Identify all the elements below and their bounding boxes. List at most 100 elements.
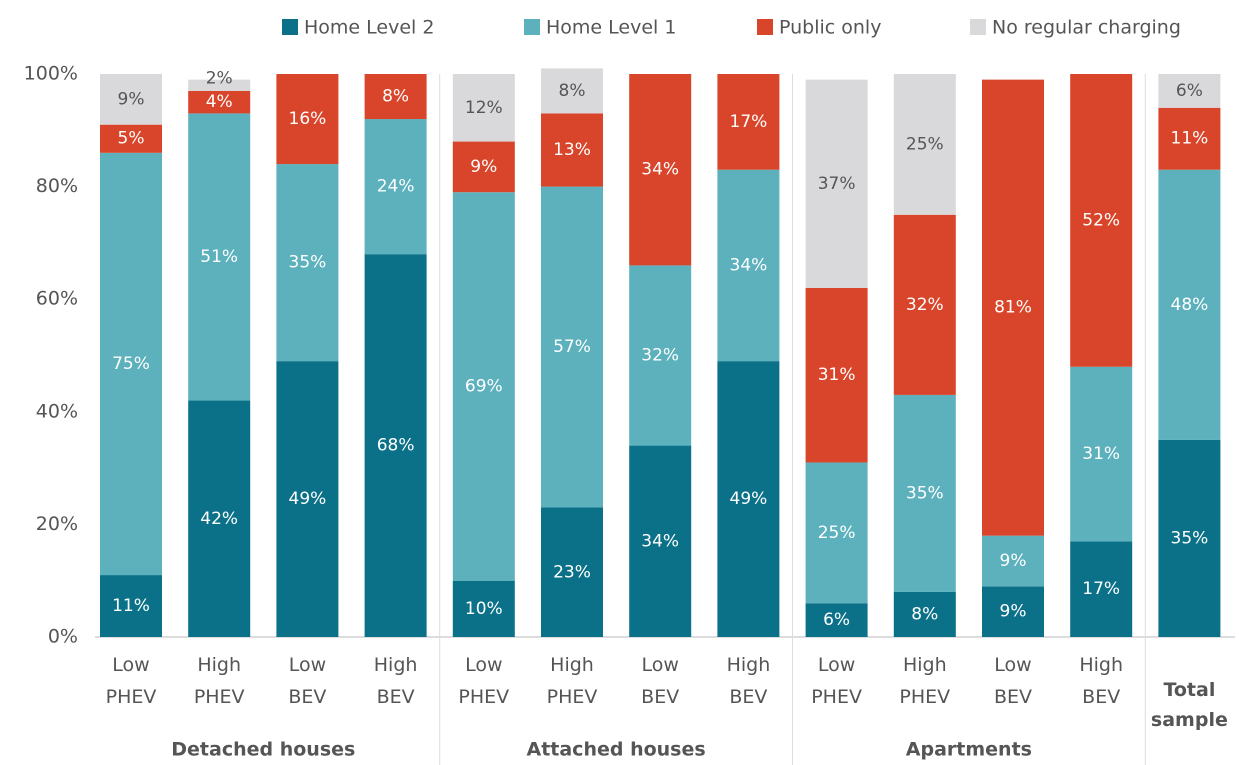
data-label: 9% bbox=[118, 89, 145, 109]
bar-segment bbox=[188, 113, 251, 401]
legend-swatch bbox=[757, 19, 773, 35]
bar-segment bbox=[1070, 366, 1133, 542]
legend-label: Public only bbox=[779, 17, 881, 39]
bar-segment bbox=[541, 186, 603, 508]
bar-segment bbox=[188, 90, 251, 114]
data-label: 52% bbox=[1082, 210, 1120, 230]
data-label: 11% bbox=[1171, 129, 1209, 149]
data-label: 42% bbox=[200, 509, 238, 529]
data-label: 48% bbox=[1171, 295, 1209, 315]
data-label: 49% bbox=[730, 489, 768, 509]
y-tick-label: 0% bbox=[48, 626, 78, 648]
bar-segment bbox=[717, 361, 780, 637]
legend-swatch bbox=[524, 19, 540, 35]
bar-segment bbox=[452, 192, 515, 581]
y-tick-label: 20% bbox=[36, 513, 78, 535]
data-label: 68% bbox=[377, 436, 415, 456]
bar-segment bbox=[452, 141, 515, 193]
data-label: 17% bbox=[730, 112, 768, 132]
bar-segment bbox=[100, 575, 162, 637]
group-label: Apartments bbox=[906, 739, 1032, 761]
bar-segment bbox=[364, 254, 427, 637]
group-label: Detached houses bbox=[171, 739, 355, 761]
x-tick-label: High BEV bbox=[1079, 654, 1123, 708]
y-tick-label: 80% bbox=[36, 175, 78, 197]
data-label: 11% bbox=[112, 596, 150, 616]
x-tick-label: Total sample bbox=[1151, 679, 1228, 731]
data-label: 10% bbox=[465, 599, 503, 619]
x-tick-label: Low PHEV bbox=[811, 654, 862, 708]
bar-segment bbox=[982, 586, 1044, 637]
bar-segment bbox=[452, 580, 515, 637]
data-label: 6% bbox=[1176, 81, 1203, 101]
bar-segment bbox=[1158, 169, 1221, 440]
data-label: 16% bbox=[289, 109, 327, 129]
y-tick-label: 60% bbox=[36, 288, 78, 310]
bar-segment bbox=[893, 591, 956, 637]
bar-segment bbox=[717, 74, 780, 170]
bar-segment bbox=[629, 445, 692, 637]
data-label: 32% bbox=[906, 295, 944, 315]
data-label: 57% bbox=[553, 337, 591, 357]
bar-segment bbox=[1158, 439, 1221, 637]
data-label: 8% bbox=[559, 81, 586, 101]
bar-segment bbox=[364, 119, 427, 255]
x-tick-label: Low PHEV bbox=[106, 654, 157, 708]
data-label: 81% bbox=[994, 298, 1032, 318]
bar-segment bbox=[1158, 74, 1221, 108]
data-label: 35% bbox=[289, 253, 327, 273]
x-tick-label: High PHEV bbox=[899, 654, 950, 708]
bar-segment bbox=[893, 214, 956, 395]
bar-segment bbox=[541, 507, 603, 637]
data-label: 25% bbox=[818, 523, 856, 543]
data-label: 34% bbox=[641, 531, 679, 551]
legend-label: Home Level 1 bbox=[546, 17, 676, 39]
bar-segment bbox=[893, 394, 956, 592]
bar-segment bbox=[188, 79, 251, 91]
data-label: 35% bbox=[906, 483, 944, 503]
bar-segment bbox=[893, 74, 956, 215]
data-label: 5% bbox=[118, 129, 145, 149]
bar-segment bbox=[100, 124, 162, 153]
data-label: 9% bbox=[1000, 551, 1027, 571]
x-tick-label: Low BEV bbox=[288, 654, 326, 708]
x-tick-label: High PHEV bbox=[547, 654, 598, 708]
data-label: 24% bbox=[377, 177, 415, 197]
data-label: 25% bbox=[906, 134, 944, 154]
data-label: 49% bbox=[289, 489, 327, 509]
bar-segment bbox=[805, 603, 868, 637]
data-label: 34% bbox=[730, 255, 768, 275]
group-label: Attached houses bbox=[526, 739, 705, 761]
x-tick-label: Low BEV bbox=[641, 654, 679, 708]
x-tick-label: High BEV bbox=[374, 654, 418, 708]
data-label: 9% bbox=[1000, 602, 1027, 622]
bar-segment bbox=[805, 79, 868, 288]
bar-segment bbox=[1070, 541, 1133, 637]
data-label: 4% bbox=[206, 92, 233, 112]
bar-segment bbox=[1070, 74, 1133, 367]
data-label: 17% bbox=[1082, 579, 1120, 599]
bar-segment bbox=[717, 169, 780, 362]
bar-segment bbox=[982, 535, 1044, 587]
x-tick-label: Low BEV bbox=[994, 654, 1032, 708]
bar-segment bbox=[276, 164, 339, 362]
bar-segment bbox=[805, 462, 868, 604]
bar-segment bbox=[982, 79, 1044, 536]
legend-swatch bbox=[282, 19, 298, 35]
data-label: 23% bbox=[553, 562, 591, 582]
data-label: 34% bbox=[641, 160, 679, 180]
x-tick-label: High BEV bbox=[727, 654, 771, 708]
data-label: 32% bbox=[641, 346, 679, 366]
data-label: 8% bbox=[911, 604, 938, 624]
data-label: 6% bbox=[823, 610, 850, 630]
bar-segment bbox=[629, 265, 692, 446]
data-label: 37% bbox=[818, 174, 856, 194]
y-tick-label: 40% bbox=[36, 400, 78, 422]
x-tick-label: Low PHEV bbox=[458, 654, 509, 708]
bar-segment bbox=[276, 74, 339, 165]
data-label: 31% bbox=[1082, 444, 1120, 464]
bar-segment bbox=[1158, 107, 1221, 170]
legend-swatch bbox=[970, 19, 986, 35]
data-label: 75% bbox=[112, 354, 150, 374]
